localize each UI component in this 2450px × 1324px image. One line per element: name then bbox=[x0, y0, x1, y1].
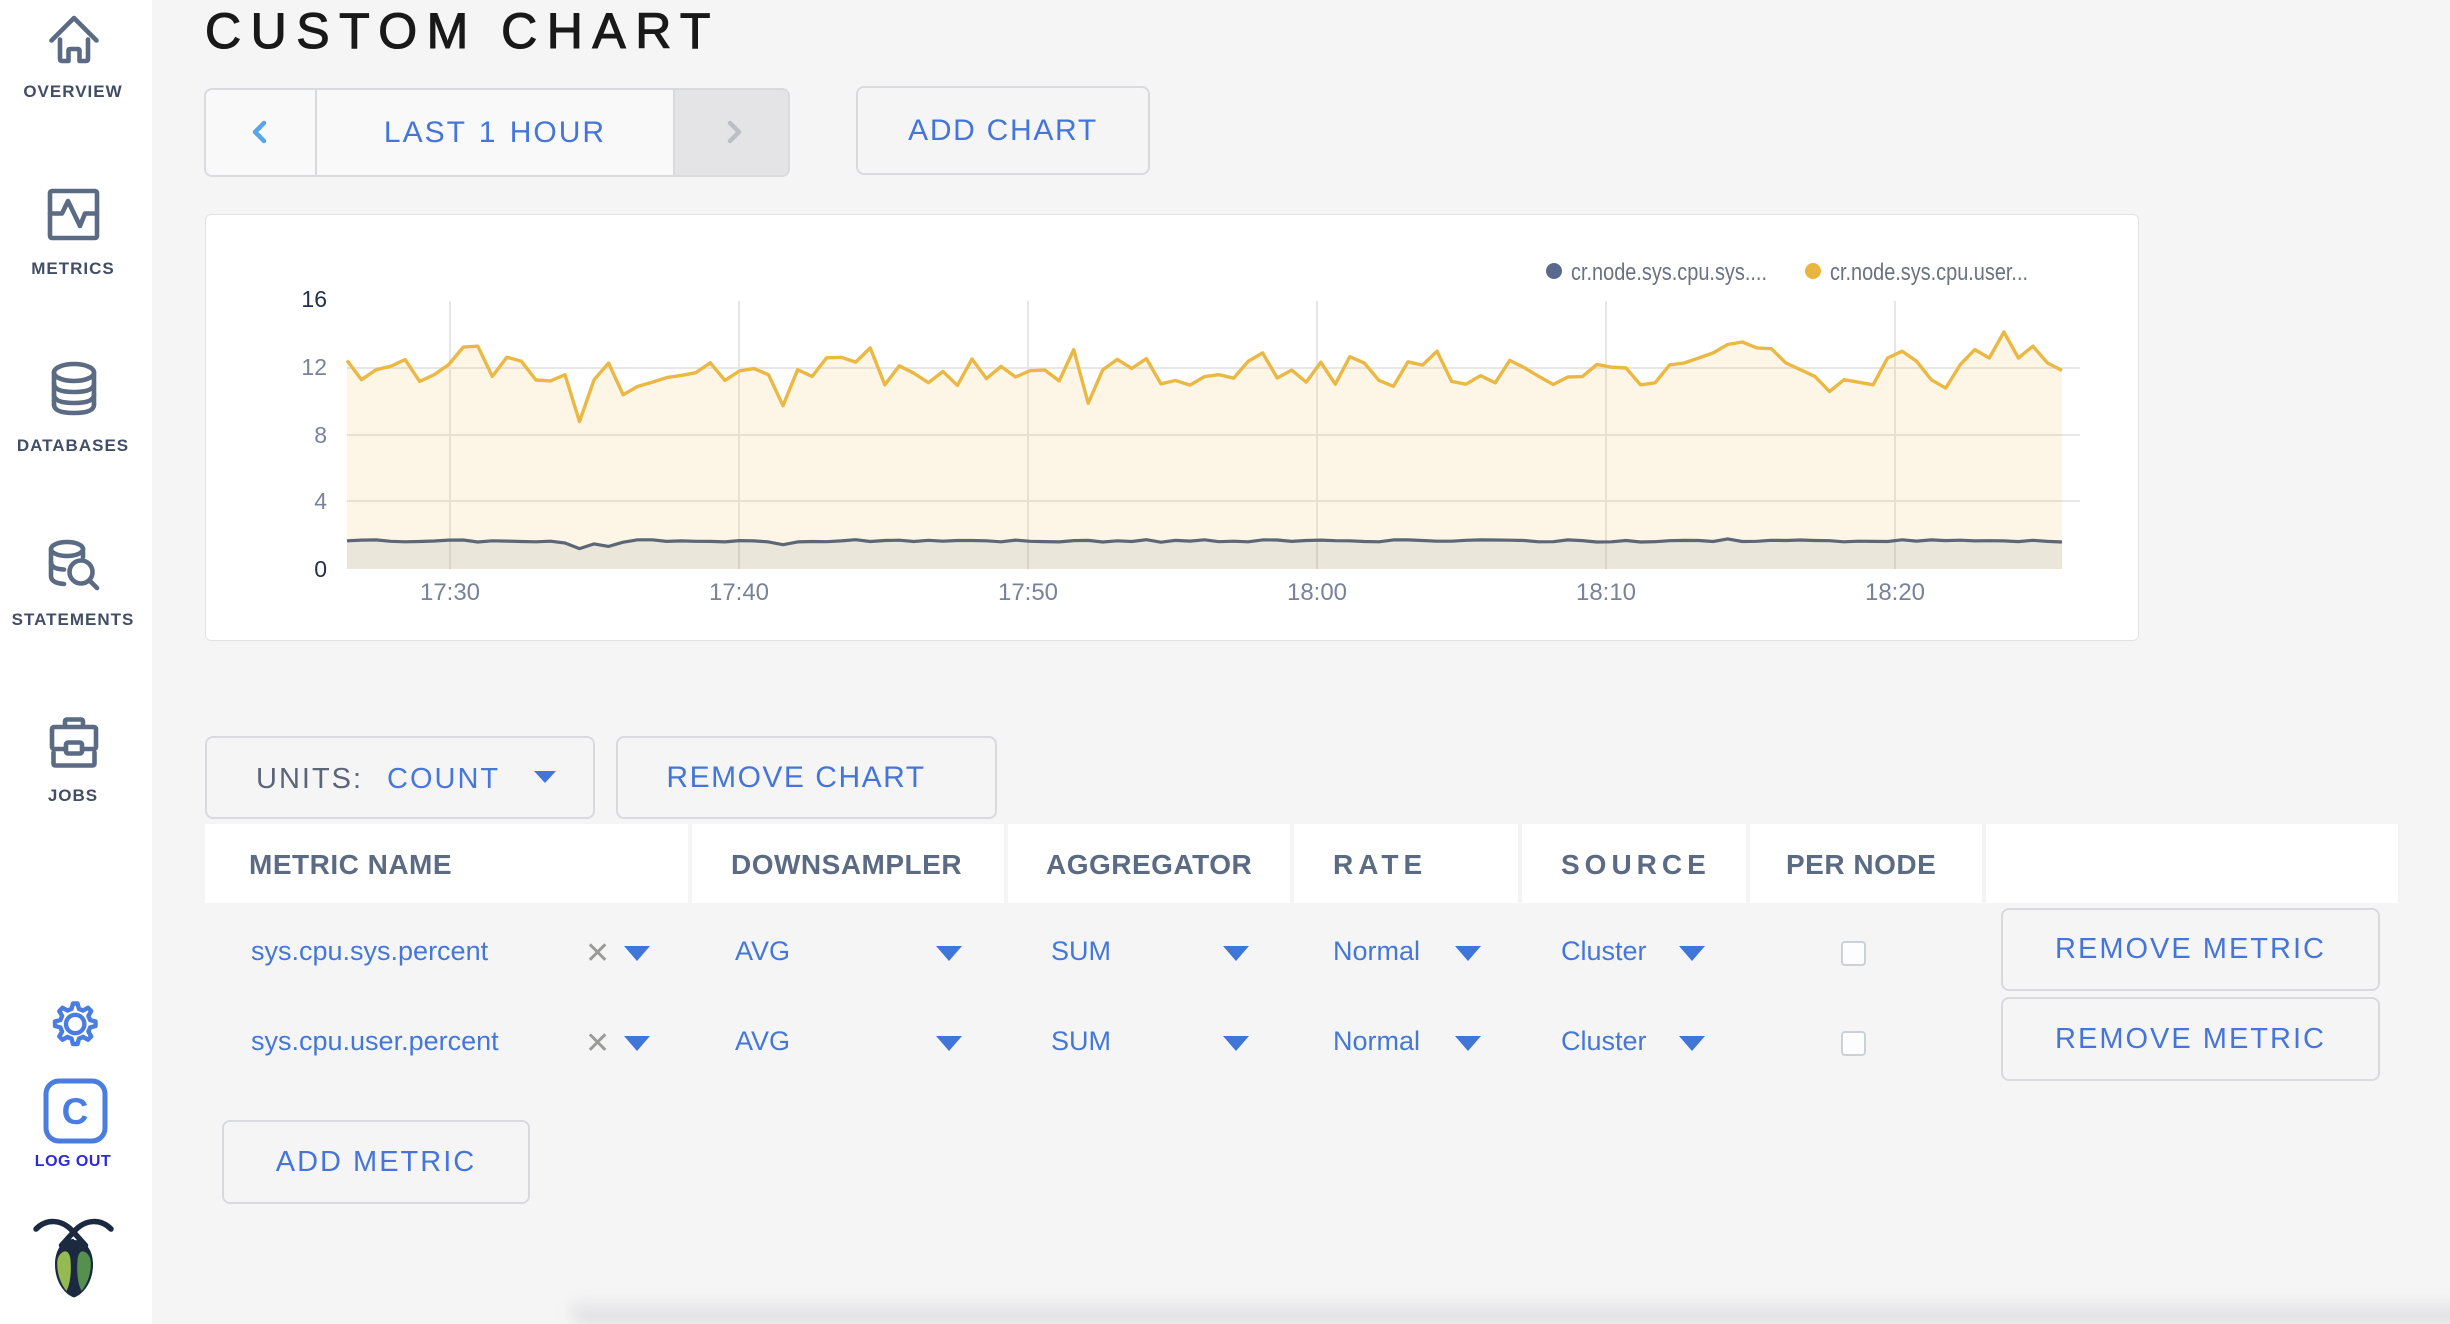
svg-text:4: 4 bbox=[314, 488, 327, 514]
svg-text:18:00: 18:00 bbox=[1287, 579, 1347, 606]
svg-text:cr.node.sys.cpu.user...: cr.node.sys.cpu.user... bbox=[1830, 259, 2028, 286]
svg-text:8: 8 bbox=[314, 422, 327, 448]
svg-text:18:10: 18:10 bbox=[1576, 579, 1636, 606]
svg-text:C: C bbox=[62, 1091, 89, 1132]
svg-text:0: 0 bbox=[314, 556, 327, 582]
svg-text:17:40: 17:40 bbox=[709, 579, 769, 606]
svg-text:17:30: 17:30 bbox=[420, 579, 480, 606]
svg-text:18:20: 18:20 bbox=[1865, 579, 1925, 606]
svg-text:cr.node.sys.cpu.sys....: cr.node.sys.cpu.sys.... bbox=[1571, 259, 1767, 286]
svg-text:16: 16 bbox=[301, 286, 327, 312]
svg-text:17:50: 17:50 bbox=[998, 579, 1058, 606]
svg-text:12: 12 bbox=[301, 354, 327, 380]
